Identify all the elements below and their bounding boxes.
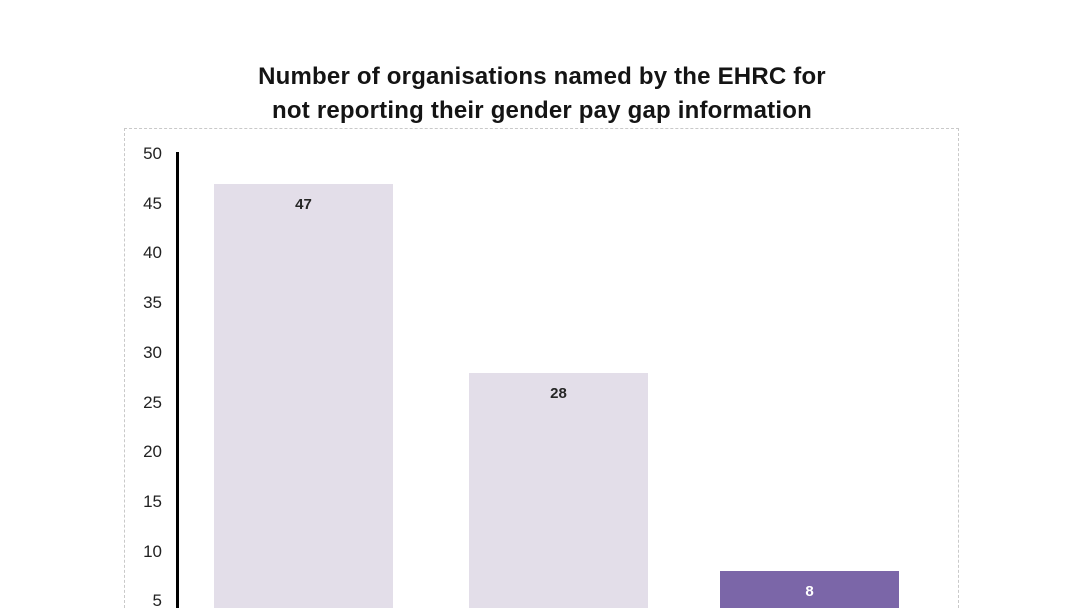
- y-tick-label: 30: [143, 342, 162, 362]
- y-tick-label: 50: [143, 144, 162, 163]
- y-tick-label: 15: [143, 491, 162, 511]
- bar: 8: [720, 571, 899, 608]
- y-tick-label: 35: [143, 293, 162, 313]
- bar-data-label: 47: [295, 195, 312, 213]
- y-tick-label: 20: [143, 442, 162, 462]
- bar-data-label: 28: [550, 384, 567, 402]
- y-axis-line: [176, 152, 179, 608]
- y-tick-label: 5: [152, 591, 162, 608]
- chart-title-line-1: Number of organisations named by the EHR…: [258, 63, 826, 90]
- bar-data-label: 8: [805, 583, 814, 601]
- bar: 28: [469, 372, 648, 608]
- y-tick-label: 45: [143, 193, 162, 213]
- bar: 47: [214, 183, 393, 608]
- chart-title: Number of organisations named by the EHR…: [124, 60, 960, 128]
- chart-title-line-2: not reporting their gender pay gap infor…: [272, 97, 812, 124]
- y-tick-label: 25: [143, 392, 162, 412]
- y-tick-label: 40: [143, 243, 162, 263]
- y-tick-label: 10: [143, 541, 162, 561]
